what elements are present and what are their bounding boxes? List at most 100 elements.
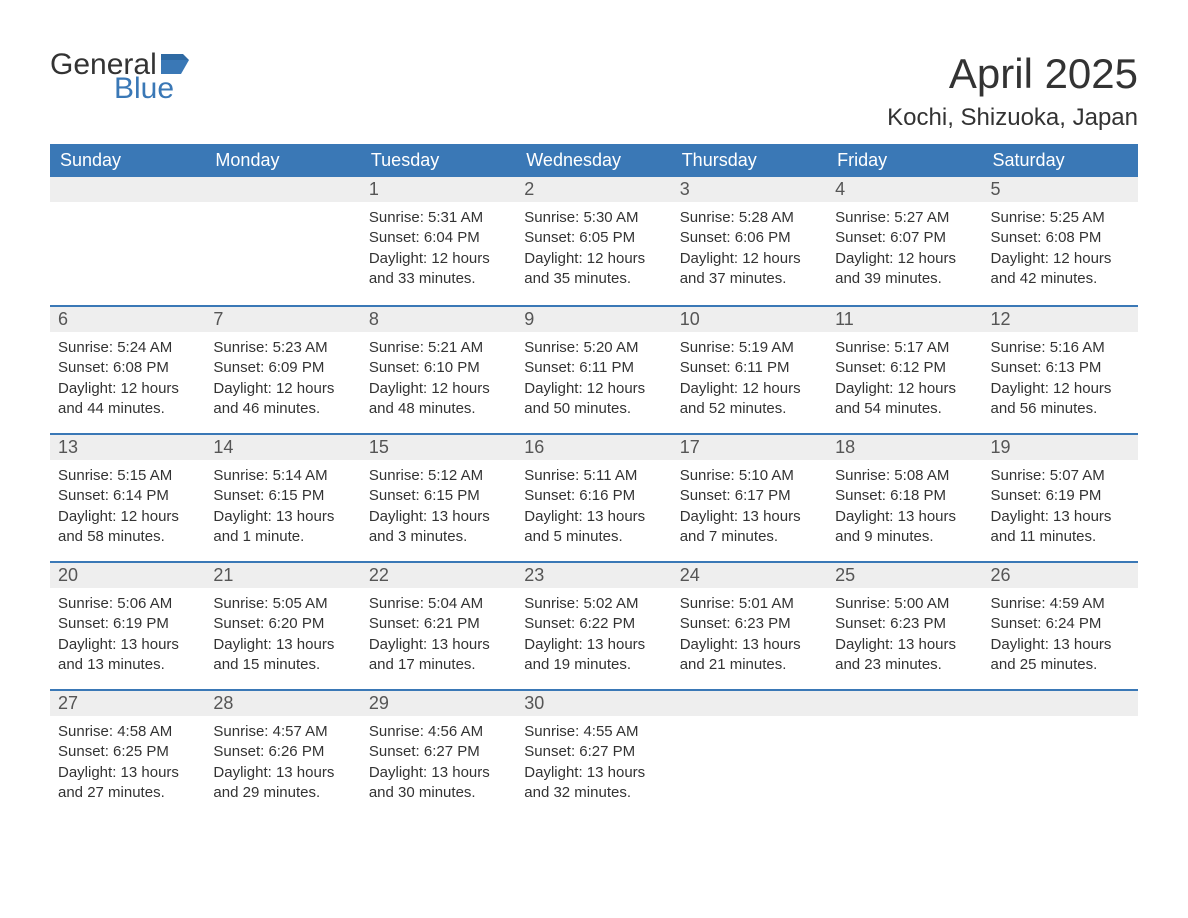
sunset-text: Sunset: 6:11 PM	[680, 358, 819, 378]
day-number: 15	[361, 435, 516, 460]
sunset-text: Sunset: 6:05 PM	[524, 228, 663, 248]
daylight-text: Daylight: 13 hours and 13 minutes.	[58, 635, 197, 676]
day-number: 14	[205, 435, 360, 460]
sunset-text: Sunset: 6:15 PM	[213, 486, 352, 506]
day-number: 3	[672, 177, 827, 202]
day-number: 27	[50, 691, 205, 716]
weeks-container: 1Sunrise: 5:31 AMSunset: 6:04 PMDaylight…	[50, 177, 1138, 817]
sunset-text: Sunset: 6:27 PM	[524, 742, 663, 762]
daylight-text: Daylight: 12 hours and 50 minutes.	[524, 379, 663, 420]
sunset-text: Sunset: 6:10 PM	[369, 358, 508, 378]
dow-cell: Tuesday	[361, 144, 516, 177]
daylight-text: Daylight: 13 hours and 32 minutes.	[524, 763, 663, 804]
daylight-text: Daylight: 12 hours and 46 minutes.	[213, 379, 352, 420]
dow-cell: Sunday	[50, 144, 205, 177]
day-cell: 10 Sunrise: 5:19 AMSunset: 6:11 PMDayligh…	[672, 307, 827, 433]
day-body	[983, 716, 1138, 732]
day-body: Sunrise: 5:14 AMSunset: 6:15 PMDaylight:…	[205, 460, 360, 557]
sunrise-text: Sunrise: 5:19 AM	[680, 338, 819, 358]
sunrise-text: Sunrise: 5:15 AM	[58, 466, 197, 486]
logo: General Blue	[50, 50, 195, 104]
daylight-text: Daylight: 13 hours and 17 minutes.	[369, 635, 508, 676]
day-cell: 12Sunrise: 5:16 AMSunset: 6:13 PMDayligh…	[983, 307, 1138, 433]
sunrise-text: Sunrise: 4:57 AM	[213, 722, 352, 742]
day-body: Sunrise: 5:30 AMSunset: 6:05 PMDaylight:…	[516, 202, 671, 299]
sunrise-text: Sunrise: 4:58 AM	[58, 722, 197, 742]
sunrise-text: Sunrise: 5:01 AM	[680, 594, 819, 614]
day-cell: 19Sunrise: 5:07 AMSunset: 6:19 PMDayligh…	[983, 435, 1138, 561]
day-cell: 5Sunrise: 5:25 AMSunset: 6:08 PMDaylight…	[983, 177, 1138, 305]
week-row: 20Sunrise: 5:06 AMSunset: 6:19 PMDayligh…	[50, 561, 1138, 689]
calendar: Sunday Monday Tuesday Wednesday Thursday…	[50, 144, 1138, 817]
day-cell: 2Sunrise: 5:30 AMSunset: 6:05 PMDaylight…	[516, 177, 671, 305]
day-number: 8	[361, 307, 516, 332]
day-body: Sunrise: 5:02 AMSunset: 6:22 PMDaylight:…	[516, 588, 671, 685]
day-cell: 3Sunrise: 5:28 AMSunset: 6:06 PMDaylight…	[672, 177, 827, 305]
day-cell: 27 Sunrise: 4:58 AMSunset: 6:25 PMDayligh…	[50, 691, 205, 817]
sunrise-text: Sunrise: 5:25 AM	[991, 208, 1130, 228]
sunset-text: Sunset: 6:26 PM	[213, 742, 352, 762]
day-number: 12	[983, 307, 1138, 332]
day-number: 19	[983, 435, 1138, 460]
sunrise-text: Sunrise: 5:17 AM	[835, 338, 974, 358]
day-cell: 13Sunrise: 5:15 AMSunset: 6:14 PMDayligh…	[50, 435, 205, 561]
daylight-text: Daylight: 13 hours and 25 minutes.	[991, 635, 1130, 676]
sunset-text: Sunset: 6:07 PM	[835, 228, 974, 248]
day-body: Sunrise: 4:59 AMSunset: 6:24 PMDaylight:…	[983, 588, 1138, 685]
sunrise-text: Sunrise: 5:02 AM	[524, 594, 663, 614]
day-body: Sunrise: 5:16 AMSunset: 6:13 PMDaylight:…	[983, 332, 1138, 429]
sunset-text: Sunset: 6:21 PM	[369, 614, 508, 634]
day-body: Sunrise: 5:07 AMSunset: 6:19 PMDaylight:…	[983, 460, 1138, 557]
day-cell: 25Sunrise: 5:00 AMSunset: 6:23 PMDayligh…	[827, 563, 982, 689]
page-header: General Blue April 2025 Kochi, Shizuoka,…	[50, 50, 1138, 132]
sunset-text: Sunset: 6:25 PM	[58, 742, 197, 762]
day-body: Sunrise: 5:04 AMSunset: 6:21 PMDaylight:…	[361, 588, 516, 685]
day-cell: 20Sunrise: 5:06 AMSunset: 6:19 PMDayligh…	[50, 563, 205, 689]
dow-cell: Thursday	[672, 144, 827, 177]
day-body: Sunrise: 5:06 AMSunset: 6:19 PMDaylight:…	[50, 588, 205, 685]
sunrise-text: Sunrise: 5:27 AM	[835, 208, 974, 228]
sunset-text: Sunset: 6:08 PM	[991, 228, 1130, 248]
day-number: 4	[827, 177, 982, 202]
daylight-text: Daylight: 12 hours and 33 minutes.	[369, 249, 508, 290]
daylight-text: Daylight: 13 hours and 27 minutes.	[58, 763, 197, 804]
sunset-text: Sunset: 6:20 PM	[213, 614, 352, 634]
day-number: 9	[516, 307, 671, 332]
day-number	[50, 177, 205, 202]
sunset-text: Sunset: 6:23 PM	[680, 614, 819, 634]
day-cell: 22Sunrise: 5:04 AMSunset: 6:21 PMDayligh…	[361, 563, 516, 689]
sunrise-text: Sunrise: 5:24 AM	[58, 338, 197, 358]
day-body: Sunrise: 5:00 AMSunset: 6:23 PMDaylight:…	[827, 588, 982, 685]
day-number: 10	[672, 307, 827, 332]
dow-cell: Wednesday	[516, 144, 671, 177]
sunrise-text: Sunrise: 5:05 AM	[213, 594, 352, 614]
daylight-text: Daylight: 13 hours and 3 minutes.	[369, 507, 508, 548]
day-number	[827, 691, 982, 716]
sunrise-text: Sunrise: 4:59 AM	[991, 594, 1130, 614]
day-body	[672, 716, 827, 732]
daylight-text: Daylight: 12 hours and 48 minutes.	[369, 379, 508, 420]
day-number: 25	[827, 563, 982, 588]
sunset-text: Sunset: 6:08 PM	[58, 358, 197, 378]
sunset-text: Sunset: 6:09 PM	[213, 358, 352, 378]
day-body: Sunrise: 5:23 AMSunset: 6:09 PMDaylight:…	[205, 332, 360, 429]
day-body: Sunrise: 4:55 AMSunset: 6:27 PMDaylight:…	[516, 716, 671, 813]
day-number: 1	[361, 177, 516, 202]
sunset-text: Sunset: 6:24 PM	[991, 614, 1130, 634]
daylight-text: Daylight: 12 hours and 37 minutes.	[680, 249, 819, 290]
daylight-text: Daylight: 12 hours and 54 minutes.	[835, 379, 974, 420]
sunset-text: Sunset: 6:22 PM	[524, 614, 663, 634]
day-cell: 17Sunrise: 5:10 AMSunset: 6:17 PMDayligh…	[672, 435, 827, 561]
sunset-text: Sunset: 6:19 PM	[991, 486, 1130, 506]
sunrise-text: Sunrise: 5:04 AM	[369, 594, 508, 614]
daylight-text: Daylight: 13 hours and 11 minutes.	[991, 507, 1130, 548]
sunrise-text: Sunrise: 5:10 AM	[680, 466, 819, 486]
sunset-text: Sunset: 6:15 PM	[369, 486, 508, 506]
day-cell: 28Sunrise: 4:57 AMSunset: 6:26 PMDayligh…	[205, 691, 360, 817]
sunrise-text: Sunrise: 4:55 AM	[524, 722, 663, 742]
day-number: 24	[672, 563, 827, 588]
day-number: 28	[205, 691, 360, 716]
week-row: 13Sunrise: 5:15 AMSunset: 6:14 PMDayligh…	[50, 433, 1138, 561]
day-body: Sunrise: 5:11 AMSunset: 6:16 PMDaylight:…	[516, 460, 671, 557]
daylight-text: Daylight: 12 hours and 52 minutes.	[680, 379, 819, 420]
